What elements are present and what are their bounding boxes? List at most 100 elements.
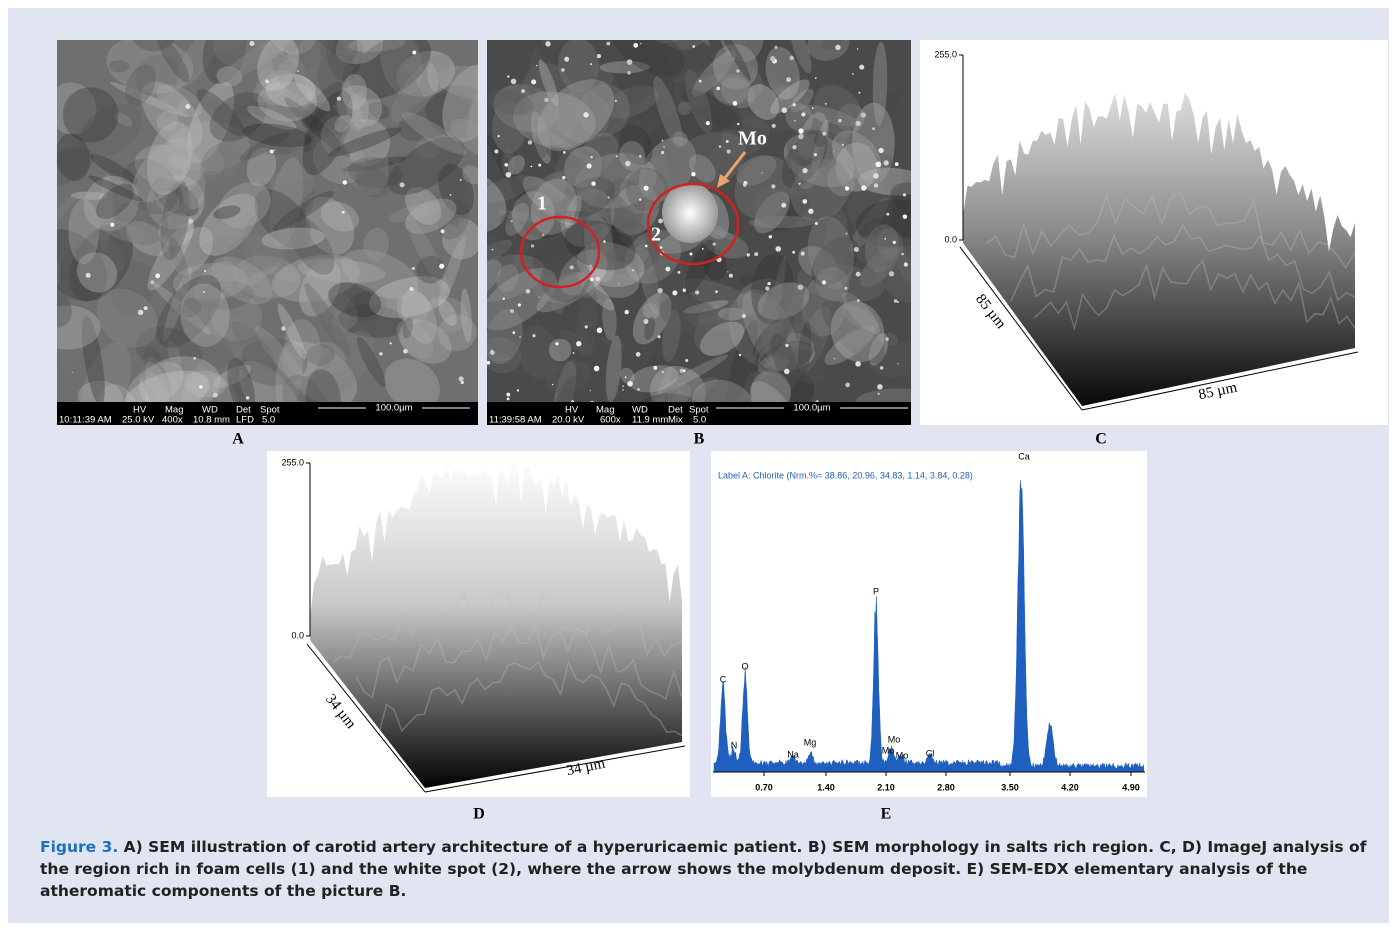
- sem-spot: [785, 344, 788, 347]
- sem-spot: [665, 267, 670, 272]
- sem-spot: [564, 57, 569, 62]
- sem-spot: [814, 153, 817, 156]
- sem-spot: [281, 326, 286, 331]
- sem-spot: [532, 334, 535, 337]
- sem-spot: [767, 282, 770, 285]
- sem-spot: [769, 235, 772, 238]
- sem-spot: [492, 249, 494, 251]
- sem-spot: [660, 246, 662, 248]
- sem-spot: [607, 196, 609, 198]
- sem-spot: [265, 80, 269, 84]
- sem-spot: [506, 393, 510, 397]
- sem-spot: [845, 383, 850, 388]
- sem-texture: [750, 0, 785, 33]
- sem-spot: [606, 42, 610, 46]
- x-tick-label: 4.90: [1122, 782, 1140, 792]
- annotation: Mo: [738, 128, 767, 150]
- sem-spot: [511, 220, 513, 222]
- x-tick-label: 1.40: [817, 782, 835, 792]
- sem-image: [405, 0, 972, 519]
- caption-label: Figure 3.: [40, 838, 118, 856]
- sem-spot: [873, 173, 878, 178]
- sem-spot: [531, 166, 533, 168]
- sem-spot: [901, 253, 904, 256]
- sem-spot: [815, 77, 817, 79]
- sem-spot: [639, 155, 642, 158]
- sem-spot: [544, 98, 549, 103]
- sem-spot: [539, 297, 540, 298]
- sem-spot: [858, 92, 860, 94]
- sem-spot: [736, 69, 739, 72]
- sem-spot: [772, 124, 776, 128]
- sem-spot: [733, 58, 734, 59]
- sem-spot: [603, 240, 606, 243]
- sem-spot: [884, 238, 886, 240]
- info-value: 11.9 mm: [632, 415, 668, 426]
- caption: Figure 3. A) SEM illustration of carotid…: [40, 836, 1370, 902]
- sem-spot: [885, 337, 888, 340]
- sem-spot: [587, 163, 592, 168]
- sem-spot: [874, 183, 878, 187]
- sem-spot: [412, 267, 415, 270]
- sem-texture: [202, 0, 274, 21]
- sem-spot: [825, 103, 827, 105]
- sem-spot: [521, 89, 525, 93]
- sem-spot: [507, 75, 509, 77]
- sem-texture: [157, 431, 186, 490]
- sem-spot: [876, 162, 882, 168]
- sem-spot: [792, 251, 795, 254]
- sem-spot: [792, 145, 796, 149]
- sem-spot: [729, 274, 733, 278]
- info-value: 20.0 kV: [552, 415, 585, 426]
- sem-spot: [590, 390, 591, 391]
- sem-spot: [802, 168, 807, 173]
- sem-spot: [504, 163, 508, 167]
- sem-spot: [144, 306, 148, 310]
- sem-spot: [625, 161, 631, 167]
- info-value: 5.0: [693, 415, 706, 426]
- peak-label: N: [731, 740, 738, 750]
- sem-spot: [692, 45, 695, 48]
- sem-spot: [627, 381, 633, 387]
- sem-spot: [486, 361, 490, 365]
- sem-spot: [497, 135, 499, 137]
- info-value: 25.0 kV: [122, 415, 155, 426]
- sem-spot: [644, 186, 649, 191]
- sem-spot: [150, 280, 154, 284]
- sem-spot: [110, 223, 114, 227]
- sem-spot: [662, 140, 664, 142]
- sem-texture: [417, 20, 429, 40]
- sem-spot: [739, 354, 741, 356]
- sem-spot: [713, 242, 716, 245]
- sem-spot: [343, 180, 347, 184]
- sem-texture: [256, 0, 310, 29]
- sem-spot: [627, 71, 631, 75]
- sem-spot: [573, 352, 575, 354]
- sem-spot: [561, 68, 565, 72]
- sem-spot: [822, 132, 826, 136]
- sem-spot: [889, 271, 894, 276]
- info-value: 10:11:39 AM: [59, 415, 112, 426]
- peak-label: P: [873, 586, 879, 596]
- sem-spot: [793, 103, 796, 106]
- sem-spot: [640, 43, 641, 44]
- sem-spot: [789, 56, 794, 61]
- panel-label: D: [473, 806, 485, 823]
- sem-spot: [727, 271, 728, 272]
- sem-spot: [663, 146, 665, 148]
- sem-spot: [625, 376, 627, 378]
- sem-spot: [737, 123, 739, 125]
- panel-label: C: [1095, 431, 1107, 448]
- sem-spot: [439, 264, 444, 269]
- sem-spot: [672, 290, 677, 295]
- sem-spot: [562, 176, 566, 180]
- x-tick-label: 2.10: [877, 782, 895, 792]
- scale-bar-label: 100.0µm: [375, 403, 412, 414]
- sem-spot: [536, 65, 538, 67]
- sem-spot: [798, 128, 803, 133]
- sem-spot: [859, 65, 864, 70]
- sem-spot: [691, 172, 695, 176]
- sem-spot: [531, 244, 534, 247]
- sem-spot: [854, 247, 859, 252]
- sem-spot: [857, 299, 860, 302]
